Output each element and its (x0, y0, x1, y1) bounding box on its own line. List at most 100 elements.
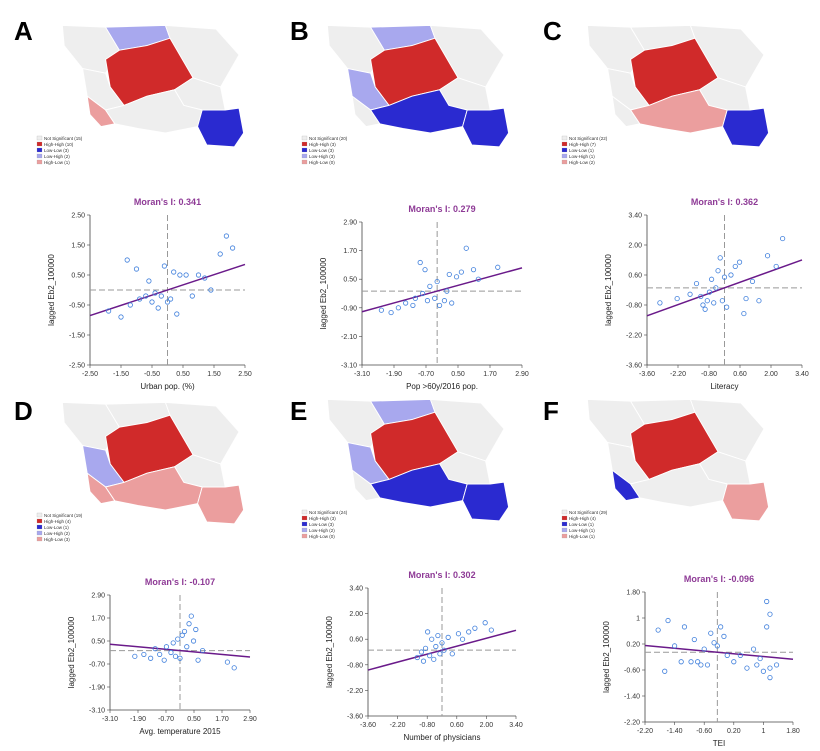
scatter-point (678, 659, 684, 665)
scatter-point (184, 644, 190, 650)
scatter-point (767, 675, 773, 681)
chart-title: Moran's I: -0.107 (145, 577, 215, 587)
scatter-point (458, 269, 464, 275)
panel-label: A (14, 16, 33, 46)
scatter-point (698, 662, 704, 668)
scatter-point (132, 653, 138, 659)
chart-title: Moran's I: 0.341 (134, 197, 201, 207)
y-axis-label: lagged Eb2_100000 (67, 616, 76, 688)
map-region-sw (611, 469, 641, 502)
scatter-point (708, 630, 714, 636)
x-tick-label: -3.60 (639, 371, 655, 378)
legend-entry: Not Significant (20) (309, 136, 348, 141)
legend-entry: High-Low (0) (309, 534, 335, 539)
scatter-point (767, 611, 773, 617)
scatter-point (425, 629, 431, 635)
x-tick-label: -1.90 (386, 371, 402, 378)
legend-swatch (561, 135, 568, 141)
scatter-point (688, 659, 694, 665)
x-tick-label: 2.50 (238, 371, 252, 378)
scatter-point (737, 652, 743, 659)
scatter-point (711, 640, 717, 646)
y-tick-label: -2.20 (624, 720, 640, 727)
scatter-point (395, 305, 401, 311)
scatter-point (158, 293, 164, 299)
legend-swatch (561, 533, 568, 539)
scatter-point (388, 309, 394, 316)
scatter-point (657, 300, 663, 306)
scatter-point (757, 655, 763, 662)
legend-entry: High-Low (3) (44, 537, 70, 542)
scatter-point (148, 655, 154, 661)
x-tick-label: 1.50 (207, 371, 221, 378)
scatter-point (420, 290, 426, 297)
scatter-point (163, 644, 170, 650)
legend-entry: High-High (7) (569, 142, 596, 147)
scatter-point (741, 310, 747, 317)
legend-entry: High-Low (1) (569, 534, 595, 539)
y-tick-label: 2.00 (628, 243, 642, 250)
y-tick-label: -0.50 (69, 303, 85, 310)
scatter-point (687, 291, 693, 297)
y-tick-label: -0.60 (624, 668, 640, 675)
scatter-point (137, 296, 143, 302)
regression-line (89, 263, 246, 317)
scatter-point (188, 613, 194, 619)
scatter-point (724, 652, 730, 659)
scatter-point (717, 255, 723, 261)
legend-swatch (561, 521, 568, 527)
scatter-point (412, 295, 418, 301)
y-tick-label: 1 (636, 616, 640, 623)
scatter-point (671, 643, 678, 649)
scatter-point (161, 657, 167, 663)
regression-line (109, 643, 251, 658)
legend-swatch (301, 141, 308, 147)
map-region-se (722, 107, 770, 148)
legend-entry: Low-High (3) (309, 154, 335, 159)
scatter-point (217, 251, 223, 257)
scatter-point (190, 638, 197, 644)
scatter-point (149, 299, 155, 305)
scatter-point (170, 640, 176, 646)
x-tick-label: -1.90 (130, 716, 146, 723)
y-tick-label: 0.60 (349, 637, 363, 644)
x-axis-label: Pop >60y/2016 pop. (406, 382, 478, 391)
x-tick-label: -3.60 (360, 722, 376, 729)
scatter-point (231, 665, 237, 671)
scatter-point (230, 245, 236, 251)
y-tick-label: -0.70 (89, 662, 105, 669)
scatter-point (767, 665, 773, 671)
scatter-point (704, 662, 711, 668)
map-region-sw (86, 95, 116, 128)
map-region-sw (86, 472, 116, 505)
x-axis-label: Avg. temperature 2015 (139, 727, 221, 736)
scatter-point (422, 645, 429, 651)
scatter-point (133, 266, 140, 272)
x-tick-label: 0.50 (451, 371, 465, 378)
x-tick-label: 0.20 (727, 728, 741, 735)
scatter-point (171, 269, 177, 275)
scatter-point (455, 631, 462, 637)
scatter-point (195, 272, 202, 278)
legend-swatch (301, 153, 308, 159)
x-tick-label: -0.70 (158, 716, 174, 723)
scatter-point (224, 659, 231, 665)
scatter-point (773, 662, 780, 668)
scatter-point (174, 311, 180, 317)
y-axis-label: lagged Eb2_100000 (47, 254, 56, 326)
legend-entry: High-High (3) (309, 516, 336, 521)
y-tick-label: 2.90 (343, 220, 357, 227)
panel-label: C (543, 16, 562, 46)
scatter-point (724, 304, 730, 310)
scatter-point (713, 285, 719, 291)
y-tick-label: 2.50 (71, 213, 85, 220)
scatter-point (482, 620, 488, 626)
legend-entry: Not Significant (29) (569, 510, 608, 515)
scatter-point (655, 627, 661, 633)
y-tick-label: 1.50 (71, 243, 85, 250)
chart-title: Moran's I: 0.279 (408, 204, 475, 214)
scatter-point (764, 598, 770, 605)
scatter-point (441, 298, 448, 304)
legend-swatch (36, 536, 43, 542)
map-region-se (462, 107, 510, 148)
